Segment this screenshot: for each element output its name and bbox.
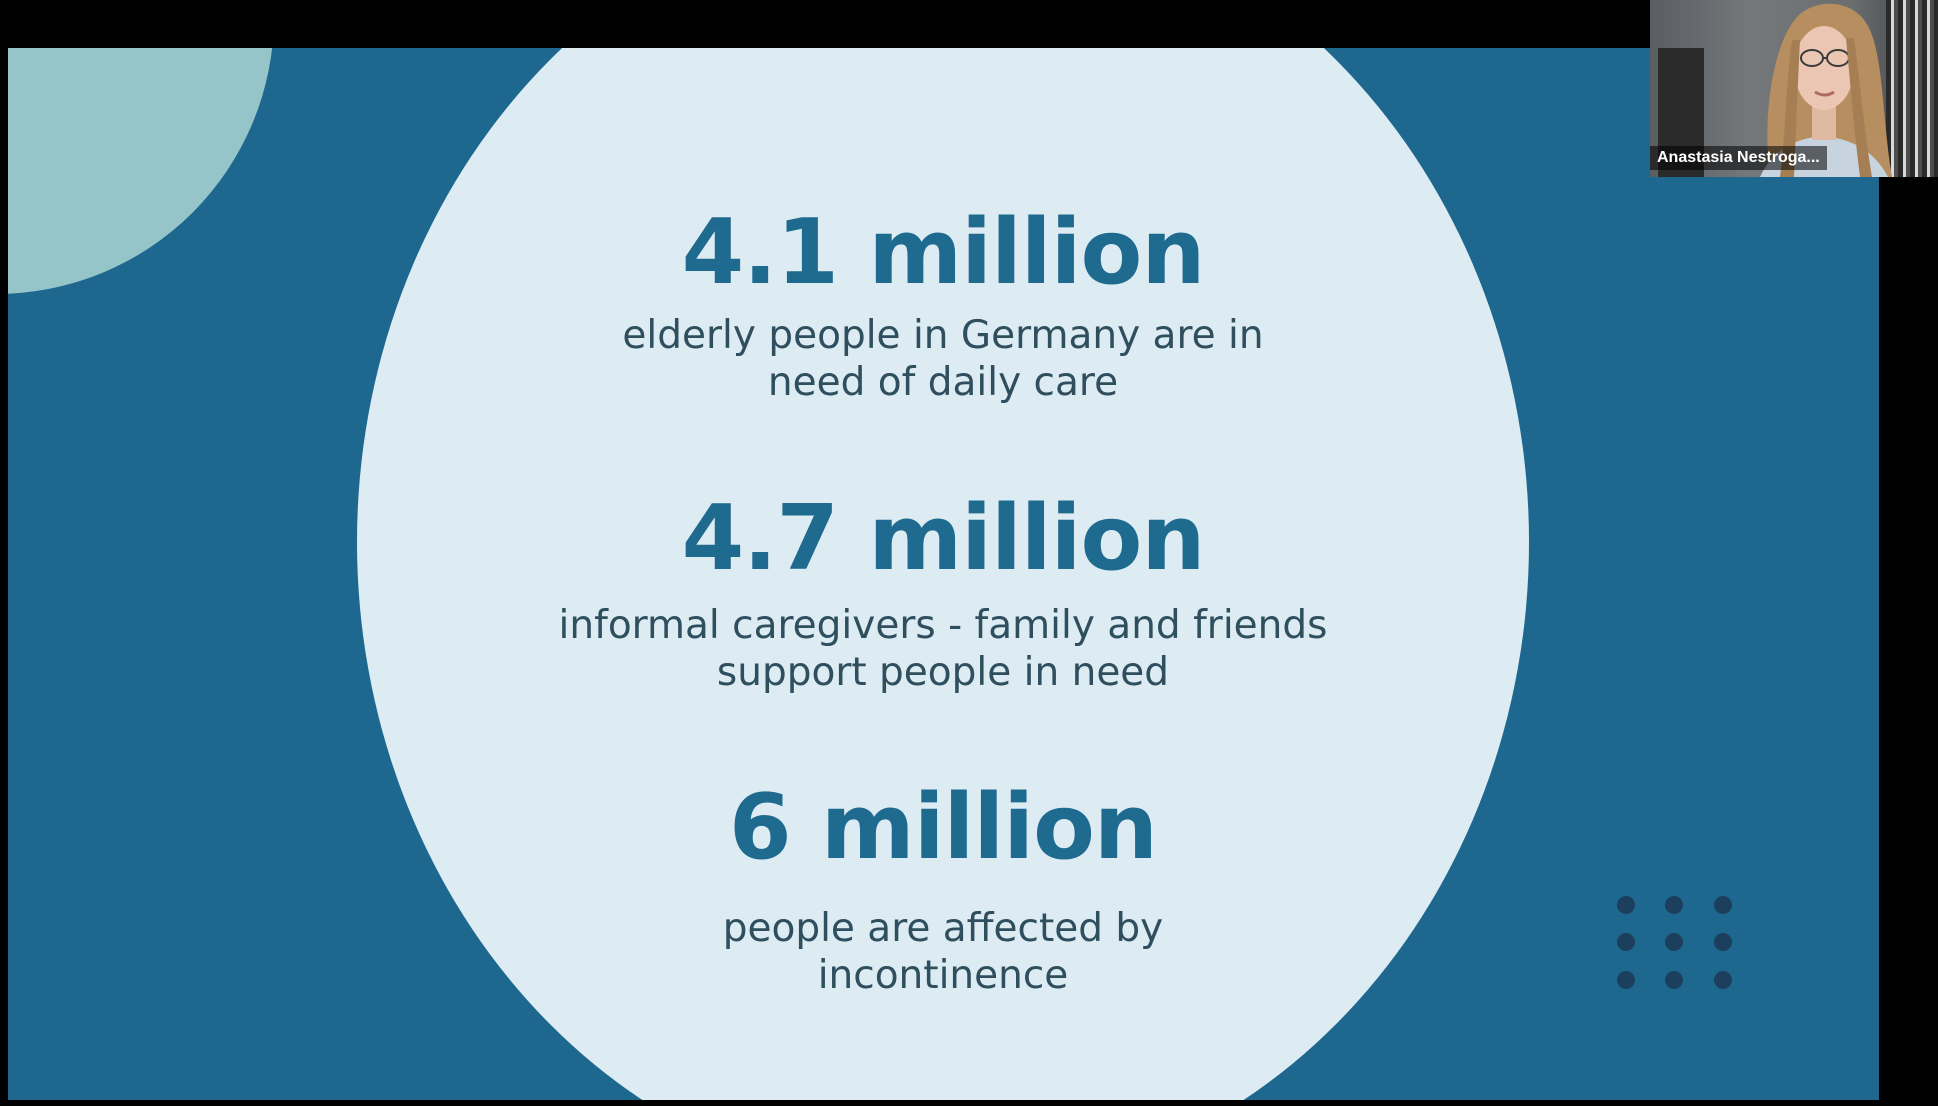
dot-icon [1714,896,1732,914]
dot-icon [1665,971,1683,989]
stat-1-value: 4.1 million [681,200,1206,305]
stat-2-description: informal caregivers - family and friends… [558,603,1328,695]
decorative-corner-circle [8,48,274,294]
dot-icon [1617,896,1635,914]
participant-name-label: Anastasia Nestroga... [1650,146,1827,170]
decorative-dot-grid [1617,896,1747,996]
stat-3-value: 6 million [728,775,1158,880]
stat-2-value: 4.7 million [681,486,1206,591]
stat-1-description: elderly people in Germany are in need of… [622,313,1264,405]
dot-icon [1714,971,1732,989]
dot-icon [1714,933,1732,951]
dot-icon [1617,933,1635,951]
webcam-background-bookshelf [1886,0,1938,177]
participant-video-tile[interactable]: Anastasia Nestroga... [1650,0,1938,177]
decorative-center-circle [357,48,1529,1100]
stat-3-description: people are affected by incontinence [722,906,1164,998]
shared-slide: 4.1 million elderly people in Germany ar… [8,48,1879,1100]
dot-icon [1665,933,1683,951]
dot-icon [1665,896,1683,914]
dot-icon [1617,971,1635,989]
